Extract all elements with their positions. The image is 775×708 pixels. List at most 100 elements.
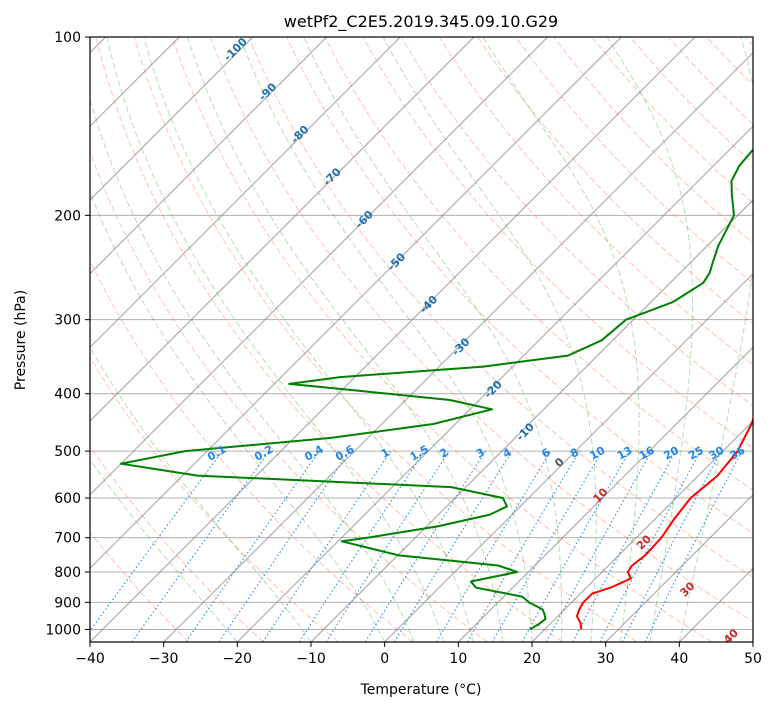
- mixing-ratio-label: 2: [438, 446, 451, 461]
- moist-adiabat-line: [606, 37, 694, 642]
- dry-adiabat-line: [90, 356, 339, 642]
- dry-adiabat-line: [210, 37, 753, 623]
- mixing-ratio-line: [435, 450, 552, 642]
- y-axis-label: Pressure (hPa): [13, 290, 29, 390]
- moist-adiabat-label: -60: [353, 208, 376, 231]
- y-tick-label: 700: [54, 531, 81, 547]
- x-tick-label: 30: [597, 651, 615, 667]
- dry-adiabats: [90, 37, 753, 642]
- dry-adiabat-line: [248, 37, 753, 578]
- x-tick-label: 40: [670, 651, 688, 667]
- dry-adiabat-line: [362, 37, 753, 449]
- mixing-ratio-line: [262, 450, 392, 642]
- plot-frame: [89, 36, 754, 643]
- isotherm-line: [236, 125, 753, 642]
- mixing-ratio-label: 0.1: [205, 443, 228, 464]
- moist-adiabat-line: [678, 37, 753, 642]
- moist-adiabat-label: -20: [482, 378, 505, 401]
- x-tick-label: −10: [296, 651, 326, 667]
- dry-adiabat-line: [706, 37, 753, 86]
- mixing-ratio-line: [325, 450, 450, 642]
- mixing-ratio-label: 1.5: [408, 443, 431, 464]
- y-tick-label: 200: [54, 208, 81, 224]
- moist-adiabat-line: [143, 37, 474, 642]
- mixing-ratio-line: [185, 450, 320, 642]
- moist-adiabat-label: 10: [591, 485, 611, 505]
- isotherm-line: [90, 37, 696, 642]
- mixing-ratio-label: 0.6: [333, 442, 357, 463]
- moist-adiabat-label: -10: [514, 420, 537, 443]
- dry-adiabat-line: [90, 531, 190, 642]
- y-tick-label: 100: [54, 30, 81, 46]
- moist-adiabat-label: -100: [221, 35, 250, 64]
- mixing-ratio-label: 3: [474, 446, 487, 461]
- mixing-ratio-label: 10: [587, 444, 607, 463]
- dry-adiabat-line: [95, 37, 563, 642]
- y-tick-label: 600: [54, 491, 81, 507]
- isotherm-line: [678, 567, 753, 642]
- isobar-grid: [90, 37, 753, 630]
- isotherm-line: [90, 37, 549, 496]
- moist-adiabats: [90, 37, 753, 642]
- dry-adiabat-line: [400, 37, 753, 407]
- mixing-ratio-lines: [90, 450, 743, 642]
- x-tick-label: 0: [380, 651, 389, 667]
- moist-adiabat-line: [90, 346, 312, 642]
- moist-adiabat-line: [482, 37, 640, 642]
- dry-adiabat-line: [438, 37, 753, 366]
- dry-adiabat-line: [286, 37, 753, 534]
- dewpoint-profile: [120, 148, 753, 631]
- y-tick-label: 900: [54, 595, 81, 611]
- isotherm-line: [752, 641, 753, 642]
- moist-adiabat-label: -70: [321, 165, 344, 188]
- temperature-profile: [575, 416, 753, 630]
- mixing-ratio-line: [644, 450, 743, 642]
- mixing-ratio-label: 6: [539, 445, 552, 460]
- moist-adiabat-line: [90, 190, 386, 642]
- mixing-ratio-label: 25: [686, 444, 706, 463]
- moist-adiabat-line: [187, 37, 503, 642]
- dry-adiabat-line: [171, 37, 712, 642]
- x-tick-label: 10: [449, 651, 467, 667]
- dry-adiabat-line: [744, 37, 753, 47]
- mixing-ratio-line: [218, 450, 351, 642]
- dry-adiabat-line: [90, 445, 264, 642]
- isotherm-line: [457, 346, 753, 642]
- isotherm-line: [531, 420, 753, 642]
- moist-adiabat-line: [303, 37, 563, 642]
- y-tick-label: 1000: [45, 622, 81, 638]
- moist-adiabat-line: [239, 37, 533, 642]
- axes: −40 −30 −20 −10 0 10 20 30 40 5010020030040050060…: [45, 30, 762, 667]
- moist-adiabat-label: -40: [417, 293, 440, 316]
- isotherm-line: [90, 37, 254, 201]
- isotherm-line: [384, 272, 753, 642]
- isotherm-line: [310, 199, 753, 642]
- x-tick-label: 20: [523, 651, 541, 667]
- mixing-ratio-line: [298, 450, 425, 642]
- profile-series: [120, 148, 753, 631]
- mixing-ratio-label: 20: [661, 444, 681, 463]
- isotherm-line: [605, 493, 753, 642]
- mixing-ratio-line: [466, 450, 580, 642]
- dry-adiabat-line: [324, 37, 753, 491]
- dry-adiabat-line: [668, 37, 753, 125]
- dry-adiabat-line: [591, 37, 753, 204]
- moist-adiabat-line: [382, 37, 597, 642]
- contour-labels: -100-90-80-70-60-50-40-30-20-10010203040…: [205, 35, 747, 647]
- y-tick-label: 300: [54, 313, 81, 329]
- mixing-ratio-line: [131, 450, 270, 642]
- chart-title: wetPf2_C2E5.2019.345.09.10.G29: [284, 12, 558, 32]
- isotherm-line: [163, 51, 753, 642]
- x-tick-label: 50: [744, 651, 762, 667]
- x-tick-label: −30: [149, 651, 179, 667]
- y-tick-label: 400: [54, 387, 81, 403]
- mixing-ratio-line: [572, 450, 677, 642]
- mixing-ratio-label: 0.4: [302, 442, 326, 463]
- mixing-ratio-line: [545, 450, 653, 642]
- isotherm-line: [90, 37, 475, 422]
- dry-adiabat-line: [90, 150, 488, 642]
- x-tick-label: −40: [75, 651, 105, 667]
- x-axis-label: Temperature (°C): [360, 682, 482, 698]
- moist-adiabat-label: 30: [678, 579, 698, 599]
